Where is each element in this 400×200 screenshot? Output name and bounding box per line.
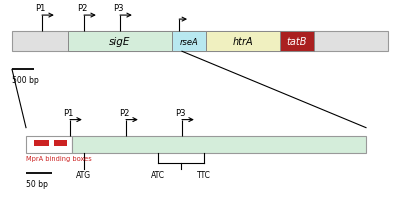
Bar [280,32,314,52]
Text: P3: P3 [175,108,185,117]
Text: P2: P2 [119,108,129,117]
Text: P1: P1 [63,108,73,117]
Text: tatB: tatB [287,37,307,47]
Text: P2: P2 [77,4,87,13]
Text: P1: P1 [35,4,45,13]
Bar [12,32,388,52]
Bar [206,32,280,52]
Bar [34,140,49,146]
Bar [54,140,67,146]
Bar [172,32,206,52]
Bar [72,136,366,153]
Text: P3: P3 [113,4,123,13]
Bar [26,136,72,153]
Bar [68,32,172,52]
Text: htrA: htrA [233,37,253,47]
Text: sigE: sigE [109,37,131,47]
Text: 500 bp: 500 bp [12,76,39,85]
Text: MprA binding boxes: MprA binding boxes [26,155,92,161]
Text: ATG: ATG [76,170,92,179]
Text: 50 bp: 50 bp [26,179,48,188]
Text: TTC: TTC [197,170,211,179]
Text: rseA: rseA [180,38,198,46]
Text: ATC: ATC [151,170,165,179]
